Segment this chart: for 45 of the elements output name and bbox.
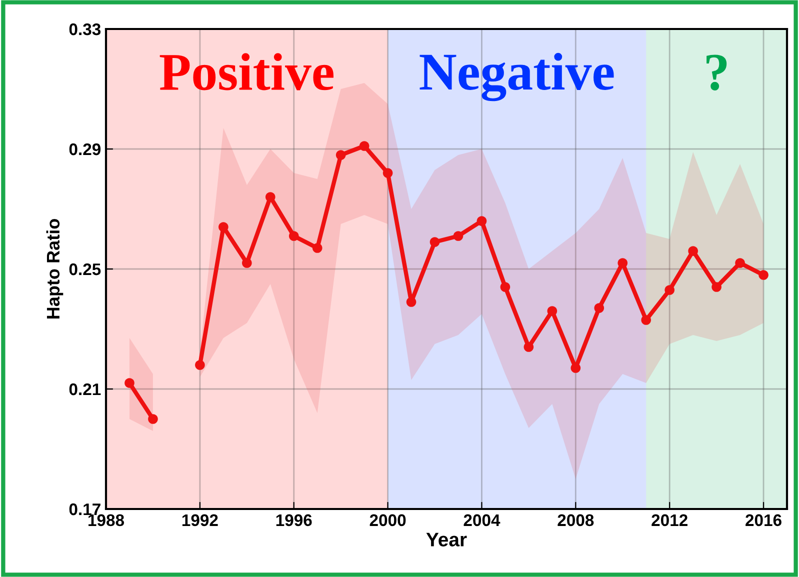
point — [453, 231, 464, 241]
point — [218, 222, 228, 232]
point — [382, 168, 393, 178]
point — [712, 282, 722, 292]
point — [735, 258, 745, 268]
point — [242, 258, 252, 268]
band-label: Negative — [420, 52, 614, 102]
point — [500, 282, 510, 292]
point — [570, 363, 581, 373]
point — [265, 192, 276, 202]
point — [688, 246, 698, 256]
point — [547, 306, 558, 316]
point — [476, 216, 487, 226]
point — [288, 231, 299, 241]
y-tick-label: 0.29 — [69, 143, 101, 156]
band-label: Positive — [160, 53, 334, 90]
y-axis-title: Hapto Ratio — [46, 219, 64, 318]
point — [312, 243, 322, 253]
x-tick-label: 1992 — [182, 514, 218, 526]
point — [758, 270, 768, 280]
x-tick-label: 2016 — [746, 514, 782, 526]
point — [148, 414, 158, 424]
y-tick-label: 0.17 — [69, 503, 100, 516]
x-tick-label: 2012 — [652, 514, 688, 526]
point — [359, 141, 370, 151]
point — [336, 150, 346, 160]
x-tick-label: 2000 — [370, 514, 406, 526]
point — [406, 297, 416, 307]
y-tick-label: 0.33 — [69, 23, 101, 36]
x-tick-label: 1996 — [276, 514, 312, 526]
point — [641, 315, 652, 325]
band-label: ? — [706, 54, 727, 90]
point — [664, 285, 674, 295]
y-tick-label: 0.25 — [69, 263, 101, 276]
point — [618, 258, 628, 268]
point — [594, 303, 604, 313]
y-tick-label: 0.21 — [69, 383, 101, 396]
x-tick-label: 2008 — [558, 514, 594, 526]
point — [430, 237, 440, 247]
x-tick-label: 2004 — [464, 514, 500, 526]
point — [124, 378, 134, 388]
point — [195, 360, 205, 370]
x-axis-title: Year — [426, 532, 467, 546]
x-tick-label: 1988 — [88, 514, 124, 526]
point — [524, 342, 534, 352]
